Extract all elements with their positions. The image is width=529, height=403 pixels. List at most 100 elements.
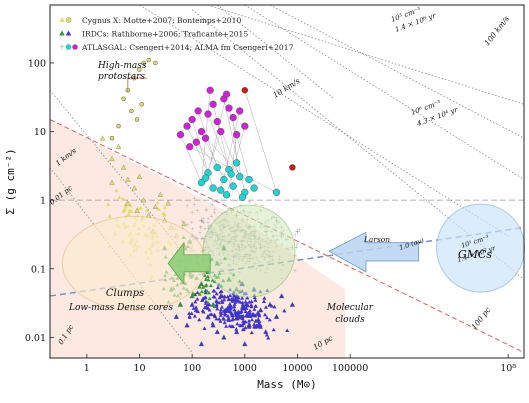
point-irdcs-rathborne <box>177 301 184 307</box>
traficante-background-point <box>197 317 202 322</box>
traficante-background-point <box>267 317 272 322</box>
traficante-background-point <box>222 309 227 313</box>
traficante-background-point <box>264 315 269 320</box>
traficante-background-point <box>234 295 239 300</box>
point-irdcs-traficante <box>214 328 220 335</box>
point-atlasgal-clumps <box>206 86 214 94</box>
traficante-background-point <box>232 293 237 298</box>
cygnus-background-point <box>122 207 127 212</box>
traficante-background-point <box>218 313 223 317</box>
traficante-background-point <box>187 315 192 319</box>
legend-marker <box>59 17 65 22</box>
traficante-background-point <box>187 311 192 315</box>
point-cygnus-x <box>100 135 106 141</box>
cygnus-background-point <box>162 205 167 210</box>
atlasgal-background-point: + <box>248 199 252 205</box>
point-atlasgal-clumps <box>209 100 217 108</box>
annotation-label: Larson <box>363 235 390 244</box>
atlasgal-background-point: + <box>207 224 211 230</box>
point-irdcs-traficante <box>237 313 243 319</box>
annotation-label: 10 km/s <box>271 76 301 100</box>
axis-ticks: 1 10 100 1000 10000 100000 10⁸ 0.01 0.1 1 10 100 <box>25 58 516 374</box>
traficante-background-point <box>240 302 245 307</box>
dotted-guide-line <box>191 9 525 280</box>
dotted-guide-line <box>269 4 525 139</box>
point-irdcs-traficante <box>278 293 285 299</box>
point-atlasgal: + <box>295 227 301 235</box>
cygnus-background-point <box>123 202 128 207</box>
point-irdcs-traficante <box>230 297 236 303</box>
point-irdcs-traficante <box>184 322 190 328</box>
x-tick-label: 10 <box>133 363 145 374</box>
point-cygnus-x-protostars <box>134 117 140 122</box>
traficante-background-point <box>249 330 254 335</box>
point-irdcs-rathborne <box>198 281 205 287</box>
traficante-background-point <box>222 320 227 325</box>
point-alma-cores <box>220 175 228 184</box>
point-irdcs-traficante <box>263 328 269 335</box>
x-tick-label: 1000 <box>233 363 257 374</box>
molecular-clouds-circle <box>202 204 296 298</box>
atlasgal-background-point: + <box>186 222 190 228</box>
traficante-background-point <box>249 302 254 307</box>
point-irdcs-rathborne <box>210 301 216 307</box>
legend-entry: Cygnus X: Motte+2007; Bontemps+2010 <box>82 16 241 25</box>
point-alma-cores <box>236 173 244 181</box>
point-irdcs-traficante <box>210 322 216 328</box>
traficante-background-point <box>234 327 239 331</box>
point-cygnus-x <box>157 191 164 197</box>
atlasgal-background-point: + <box>202 237 206 243</box>
dotted-guide-line <box>244 4 525 180</box>
blue-arrow <box>328 231 420 273</box>
point-atlasgal-clumps <box>192 138 200 146</box>
legend-marker <box>65 17 72 23</box>
point-alma-cores <box>201 174 210 182</box>
point-alma-cores <box>272 188 281 196</box>
annotation-label: Molecular <box>326 303 374 313</box>
traficante-background-point <box>245 314 250 318</box>
traficante-background-point <box>244 306 249 310</box>
point-atlasgal-clumps <box>204 110 212 118</box>
traficante-background-point <box>218 307 223 312</box>
point-alma-cores <box>197 178 206 187</box>
x-tick-label: 1 <box>84 363 90 374</box>
connector-line <box>230 134 237 175</box>
traficante-background-point <box>219 289 224 293</box>
traficante-background-point <box>220 300 225 304</box>
atlasgal-background-point: + <box>297 227 301 233</box>
traficante-background-point <box>257 312 262 316</box>
point-alma-cores <box>233 159 241 167</box>
atlasgal-background-point: + <box>212 199 216 205</box>
atlasgal-background-point: + <box>294 243 298 249</box>
traficante-background-point <box>228 293 233 298</box>
traficante-background-point <box>212 295 217 299</box>
point-atlasgal-clumps <box>217 127 225 136</box>
traficante-background-point <box>243 319 248 324</box>
point-alma-cores <box>213 163 221 172</box>
atlasgal-background-point: + <box>294 245 298 251</box>
traficante-background-point <box>214 298 219 303</box>
legend-marker <box>65 30 72 36</box>
point-irdcs-traficante <box>189 301 195 307</box>
cygnus-background-point <box>123 205 128 209</box>
traficante-background-point <box>240 327 245 332</box>
annotation-label: protostars <box>98 72 145 82</box>
point-alma-cores <box>227 170 235 178</box>
atlasgal-background-point: + <box>293 233 297 239</box>
atlasgal-background-point: + <box>195 236 199 242</box>
rathborne-background-point <box>199 289 204 294</box>
traficante-background-point <box>208 312 213 317</box>
point-alma-cores <box>209 184 217 192</box>
rathborne-background-point <box>205 300 210 305</box>
traficante-background-point <box>217 300 222 305</box>
point-atlasgal-clumps <box>197 127 206 136</box>
traficante-background-point <box>264 332 269 337</box>
connector-line <box>180 134 202 183</box>
atlasgal-background-point: + <box>260 203 264 209</box>
connector-line <box>244 90 277 193</box>
point-cygnus-x <box>125 176 131 182</box>
rathborne-background-point <box>203 277 208 281</box>
atlasgal-background-point: + <box>227 206 231 212</box>
traficante-background-point <box>235 298 240 303</box>
traficante-background-point <box>212 314 217 319</box>
